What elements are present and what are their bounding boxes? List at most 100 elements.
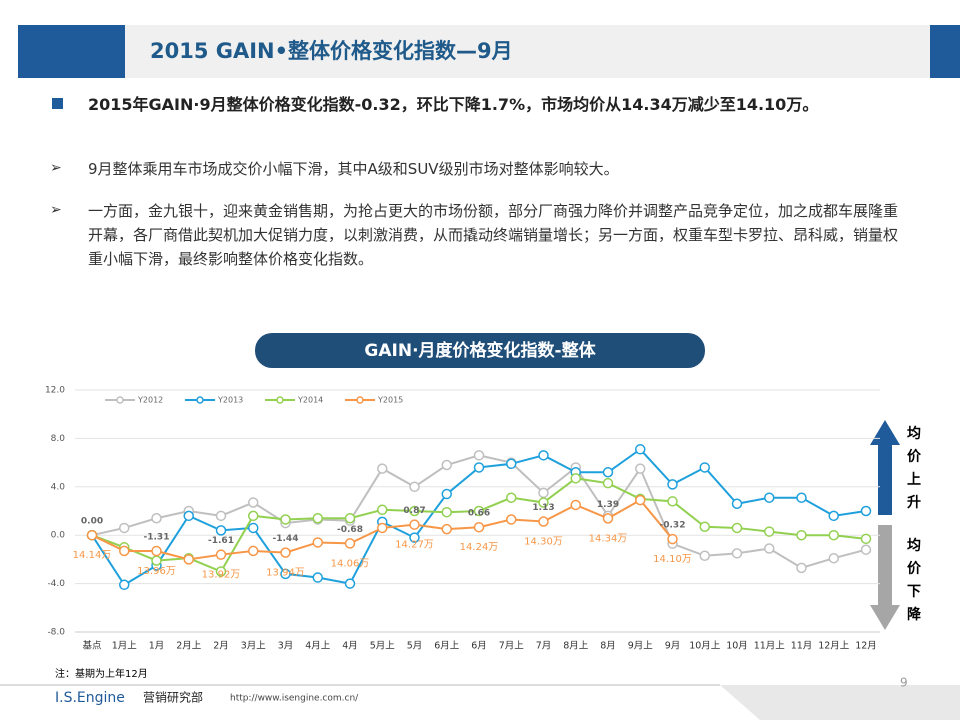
point bbox=[280, 514, 291, 525]
point bbox=[538, 487, 549, 499]
x-tick-label: 3月 bbox=[278, 641, 294, 652]
point bbox=[441, 523, 452, 535]
footer-shape bbox=[720, 685, 960, 720]
point bbox=[441, 459, 452, 471]
point bbox=[828, 552, 839, 564]
point bbox=[151, 513, 162, 524]
data-label: -1.31 bbox=[144, 533, 170, 543]
bullet-arrow: ➢ bbox=[50, 160, 62, 176]
x-tick-label: 7月上 bbox=[499, 641, 525, 652]
point bbox=[473, 462, 485, 473]
point bbox=[248, 545, 259, 557]
point bbox=[796, 492, 807, 503]
price-label: 13.96万 bbox=[137, 566, 176, 577]
price-label: 14.06万 bbox=[331, 558, 370, 569]
point bbox=[796, 562, 807, 574]
legend-marker bbox=[196, 396, 204, 404]
price-label: 14.24万 bbox=[460, 542, 499, 553]
point bbox=[377, 522, 388, 534]
point bbox=[635, 444, 646, 455]
point bbox=[409, 532, 420, 543]
point bbox=[764, 492, 775, 503]
y-tick-label: 0.0 bbox=[51, 531, 66, 541]
data-label: 1.13 bbox=[532, 503, 554, 513]
point bbox=[441, 506, 452, 518]
data-label: -0.68 bbox=[337, 525, 363, 535]
down-label: 均价下降 bbox=[907, 538, 921, 623]
x-tick-label: 5月 bbox=[407, 641, 423, 652]
point bbox=[409, 505, 420, 517]
point bbox=[248, 497, 259, 508]
point bbox=[731, 548, 743, 559]
point bbox=[506, 492, 517, 503]
footer-url: http://www.isengine.com.cn/ bbox=[230, 694, 359, 704]
x-tick-label: 10月上 bbox=[689, 641, 721, 652]
point bbox=[860, 533, 872, 545]
point bbox=[183, 554, 194, 565]
point bbox=[828, 529, 839, 541]
point bbox=[312, 537, 323, 548]
y-tick-label: 12.0 bbox=[45, 386, 65, 396]
y-tick-label: -4.0 bbox=[47, 579, 65, 589]
point bbox=[151, 545, 162, 557]
point bbox=[731, 498, 743, 509]
point bbox=[602, 467, 614, 478]
point bbox=[860, 505, 872, 517]
x-tick-label: 4月 bbox=[342, 641, 358, 652]
point bbox=[409, 519, 420, 530]
point bbox=[538, 450, 549, 461]
point bbox=[441, 488, 452, 500]
point bbox=[344, 578, 356, 589]
price-label: 14.10万 bbox=[653, 554, 692, 565]
price-label: 14.14万 bbox=[73, 550, 112, 561]
x-tick-label: 11月上 bbox=[754, 641, 786, 652]
point bbox=[699, 550, 710, 562]
point bbox=[860, 544, 872, 555]
data-label: -1.61 bbox=[208, 536, 234, 546]
y-tick-label: -8.0 bbox=[47, 628, 65, 638]
data-label: 0.66 bbox=[468, 509, 490, 519]
point bbox=[667, 496, 678, 507]
price-label: 13.94万 bbox=[266, 568, 305, 579]
bullet: 一方面，金九银十，迎来黄金销售期，为抢占更大的市场份额，部分厂商强力降价并调整产… bbox=[88, 202, 899, 268]
price-label: 13.92万 bbox=[202, 570, 241, 581]
point bbox=[506, 458, 517, 470]
data-label: 1.39 bbox=[597, 500, 619, 510]
point bbox=[280, 547, 291, 558]
point bbox=[280, 568, 291, 580]
point bbox=[86, 529, 98, 541]
point bbox=[538, 497, 549, 508]
point bbox=[377, 504, 388, 516]
point bbox=[602, 513, 614, 524]
legend-label: Y2013 bbox=[217, 396, 243, 405]
point bbox=[215, 566, 227, 577]
x-tick-label: 8月上 bbox=[563, 641, 589, 652]
x-tick-label: 基点 bbox=[82, 640, 102, 652]
point bbox=[151, 555, 162, 566]
point bbox=[248, 522, 259, 534]
point bbox=[538, 516, 549, 527]
data-label: 0.00 bbox=[81, 517, 103, 527]
point bbox=[506, 514, 517, 525]
up-label: 均价上升 bbox=[907, 426, 921, 511]
point bbox=[119, 545, 130, 557]
point bbox=[473, 450, 485, 461]
point bbox=[119, 579, 130, 591]
y-tick-label: 4.0 bbox=[51, 482, 66, 492]
point bbox=[699, 462, 710, 473]
point bbox=[570, 473, 581, 484]
header-block bbox=[930, 25, 960, 78]
price-label: 14.30万 bbox=[524, 537, 563, 548]
point bbox=[473, 521, 485, 533]
x-tick-label: 1月 bbox=[149, 641, 165, 652]
banner bbox=[255, 333, 705, 368]
bullet: 9月整体乘用车市场成交价小幅下滑，其中A级和SUV级别市场对整体影响较大。 bbox=[88, 160, 619, 178]
footer-brand: I.S.Engine bbox=[55, 690, 125, 706]
point bbox=[248, 510, 259, 522]
x-tick-label: 9月 bbox=[665, 641, 681, 652]
footer-dept: 营销研究部 bbox=[143, 690, 203, 705]
point bbox=[667, 479, 678, 490]
point bbox=[635, 463, 646, 474]
